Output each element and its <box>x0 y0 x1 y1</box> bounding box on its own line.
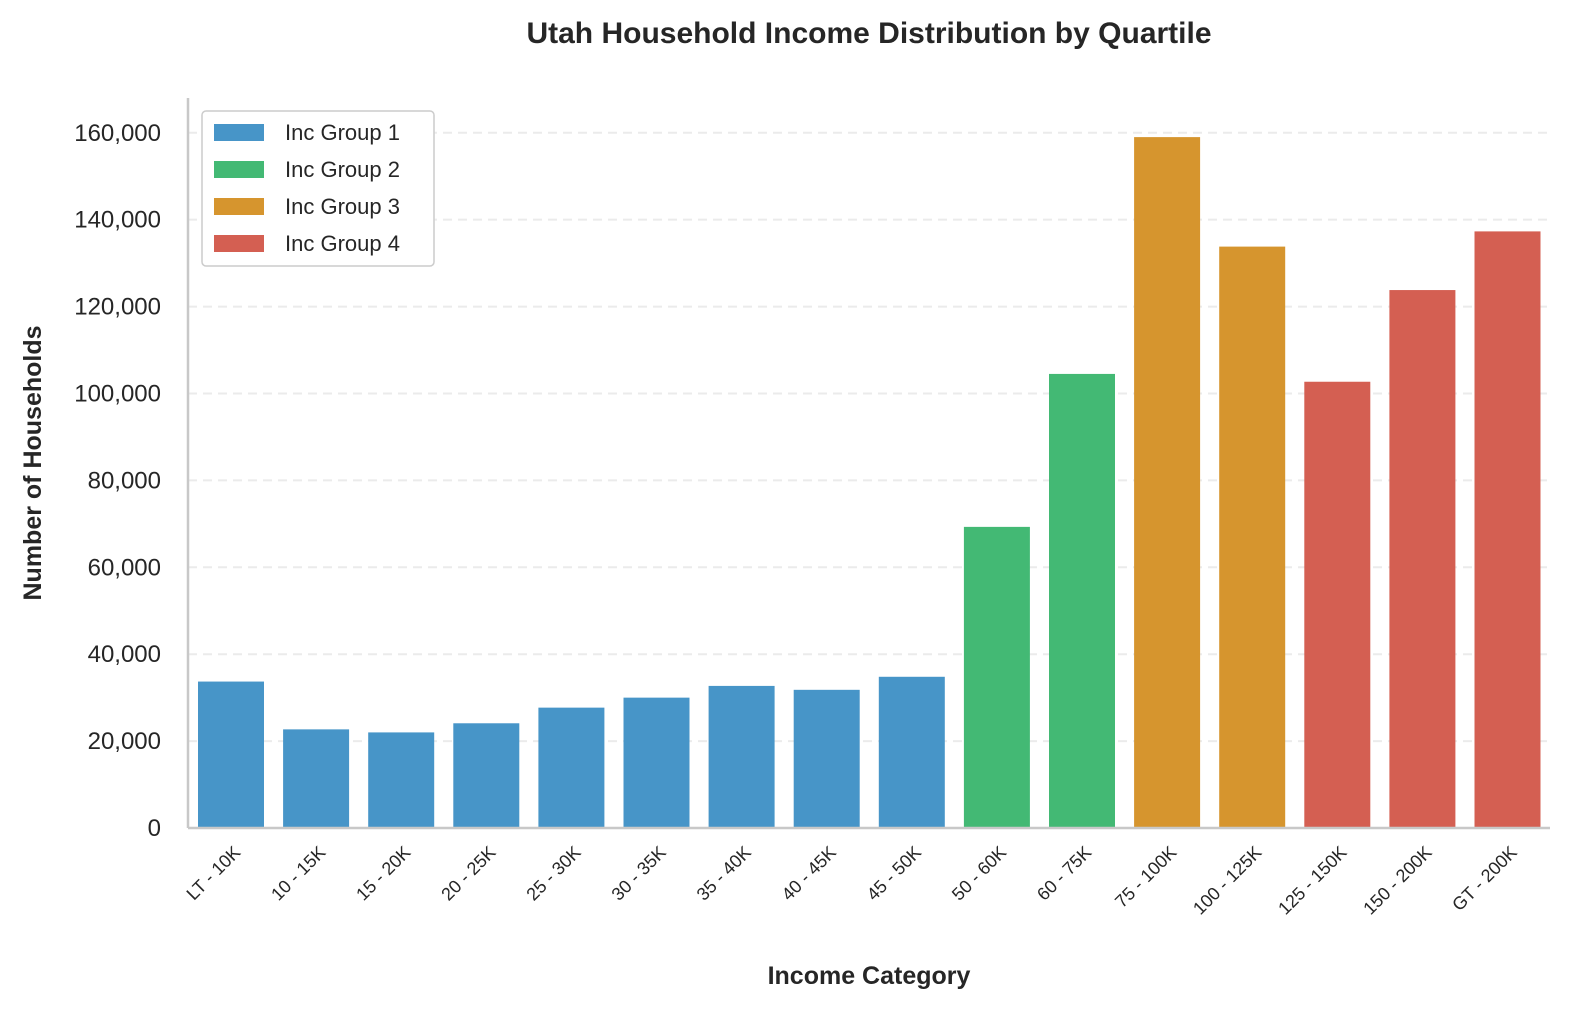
x-tick-label: 60 - 75K <box>1033 842 1095 904</box>
axes <box>186 98 1550 830</box>
x-tick-labels: LT - 10K 10 - 15K 15 - 20K 20 - 25K 25 - 30K… <box>183 842 1521 918</box>
y-tick-label: 0 <box>148 815 161 842</box>
x-tick-label: 10 - 15K <box>267 842 329 904</box>
x-tick-label: 15 - 20K <box>352 842 414 904</box>
y-tick-labels: 0 20,000 40,000 60,000 80,000 100,000 120,000 1… <box>74 120 161 842</box>
x-tick-label: 25 - 30K <box>522 842 584 904</box>
x-tick-label: 150 - 200K <box>1359 842 1435 918</box>
bars <box>198 137 1541 828</box>
bar <box>623 697 690 828</box>
bar <box>1389 290 1456 828</box>
y-tick-label: 120,000 <box>74 294 161 321</box>
bar <box>1304 381 1371 828</box>
legend-swatch <box>214 161 264 178</box>
bar <box>963 526 1030 828</box>
bar <box>1474 231 1541 828</box>
x-tick-label: LT - 10K <box>183 842 245 904</box>
y-axis-title: Number of Households <box>19 325 47 600</box>
x-tick-label: 50 - 60K <box>948 842 1010 904</box>
y-tick-label: 60,000 <box>88 554 161 581</box>
y-tick-label: 40,000 <box>88 641 161 668</box>
legend-label: Inc Group 4 <box>285 231 400 256</box>
bar <box>793 689 860 828</box>
x-tick-label: 20 - 25K <box>437 842 499 904</box>
legend-swatch <box>214 198 264 215</box>
legend-swatch <box>214 235 264 252</box>
x-tick-label: 100 - 125K <box>1189 842 1265 918</box>
bar <box>283 729 350 828</box>
x-tick-label: 125 - 150K <box>1274 842 1350 918</box>
x-tick-label: 75 - 100K <box>1111 842 1180 911</box>
bar <box>198 681 264 828</box>
x-tick-label: 30 - 35K <box>608 842 670 904</box>
legend-label: Inc Group 3 <box>285 194 400 219</box>
legend-swatch <box>214 124 264 141</box>
x-axis-title: Income Category <box>768 962 971 990</box>
y-tick-label: 100,000 <box>74 380 161 407</box>
x-tick-label: 45 - 50K <box>863 842 925 904</box>
x-tick-label: 35 - 40K <box>693 842 755 904</box>
bar <box>1134 137 1201 828</box>
legend-label: Inc Group 2 <box>285 157 400 182</box>
chart-title: Utah Household Income Distribution by Qu… <box>526 17 1211 50</box>
y-tick-label: 20,000 <box>88 728 161 755</box>
bar <box>368 732 435 828</box>
bar <box>453 723 520 828</box>
bar <box>708 685 775 828</box>
y-tick-label: 140,000 <box>74 207 161 234</box>
y-tick-label: 160,000 <box>74 120 161 147</box>
bar <box>538 707 605 828</box>
legend: Inc Group 1 Inc Group 2 Inc Group 3 Inc Gro… <box>201 110 435 267</box>
bar <box>1219 246 1286 828</box>
legend-label: Inc Group 1 <box>285 120 400 145</box>
legend-frame <box>201 110 435 267</box>
x-tick-label: 40 - 45K <box>778 842 840 904</box>
y-tick-label: 80,000 <box>88 467 161 494</box>
x-tick-label: GT - 200K <box>1448 842 1521 915</box>
bar <box>1049 373 1115 828</box>
bar <box>878 676 945 828</box>
